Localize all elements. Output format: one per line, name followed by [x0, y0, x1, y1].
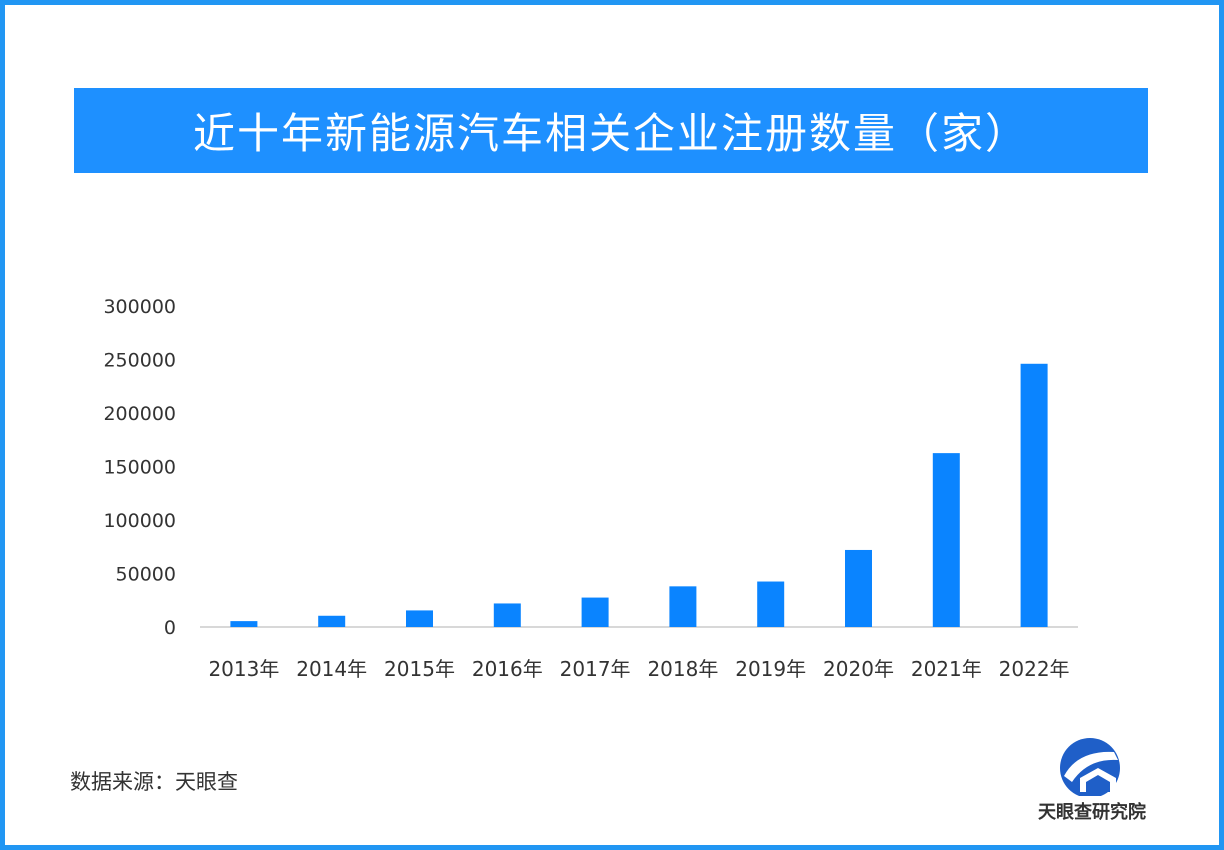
y-tick-label: 250000 [103, 350, 176, 372]
x-tick-label: 2015年 [384, 657, 455, 681]
bar-6 [669, 586, 697, 627]
x-tick-label: 2022年 [999, 657, 1070, 681]
y-tick-label: 150000 [103, 457, 176, 479]
y-tick-label: 50000 [116, 564, 176, 586]
x-tick-label: 2018年 [647, 657, 718, 681]
bar-3 [406, 610, 433, 627]
bar-4 [493, 603, 521, 627]
chart-title: 近十年新能源汽车相关企业注册数量（家） [192, 109, 1029, 158]
y-tick-label: 300000 [103, 296, 176, 318]
x-tick-label: 2020年 [823, 657, 894, 681]
tianyancha-logo: 天眼查研究院 [1030, 736, 1160, 826]
bar-2 [318, 615, 346, 627]
bar-7 [757, 581, 785, 627]
bar-5 [581, 597, 609, 627]
y-tick-label: 0 [164, 617, 176, 639]
title-banner: 近十年新能源汽车相关企业注册数量（家） [74, 88, 1148, 173]
y-tick-label: 100000 [103, 510, 176, 532]
x-tick-label: 2013年 [208, 657, 279, 681]
data-source: 数据来源：天眼查 [70, 770, 238, 794]
logo-text: 天眼查研究院 [1038, 802, 1146, 823]
bar-1 [230, 621, 258, 627]
x-tick-label: 2016年 [472, 657, 543, 681]
x-tick-label: 2017年 [560, 657, 631, 681]
tianyancha-logo-icon [1060, 738, 1120, 796]
x-tick-label: 2014年 [296, 657, 367, 681]
x-tick-label: 2021年 [911, 657, 982, 681]
x-tick-label: 2019年 [735, 657, 806, 681]
bar-8 [845, 549, 872, 627]
bar-9 [932, 453, 960, 627]
y-tick-label: 200000 [103, 403, 176, 425]
bar-10 [1020, 363, 1048, 627]
